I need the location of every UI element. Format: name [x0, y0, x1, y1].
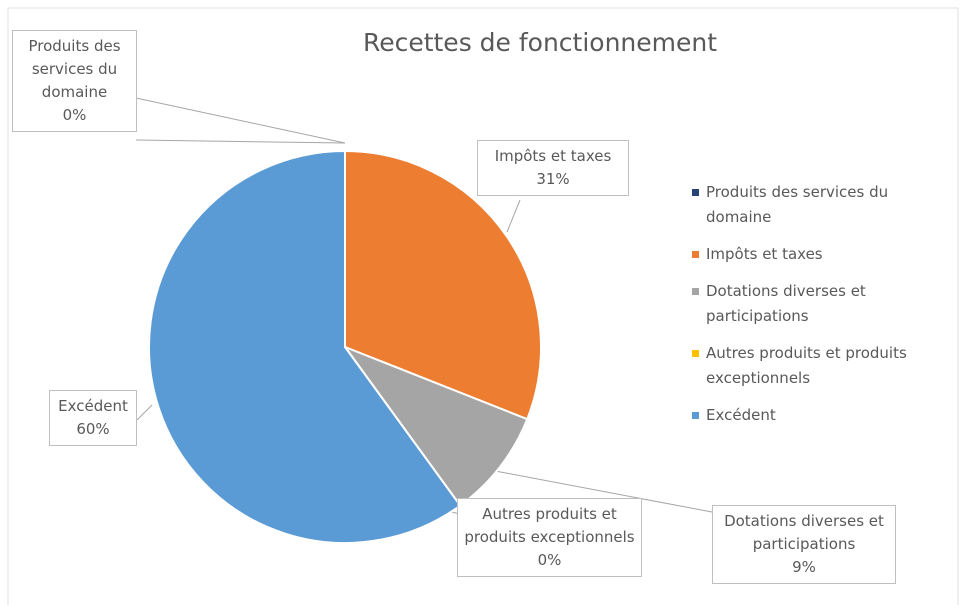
frame	[7, 7, 959, 605]
data-label-value: 0%	[62, 106, 87, 124]
legend: Produits des services du domaine Impôts e…	[690, 180, 945, 440]
pie-slice	[148, 149, 462, 544]
pie-slice	[344, 149, 542, 421]
legend-item: Dotations diverses et participations	[690, 279, 945, 329]
legend-label: Dotations diverses et participations	[706, 282, 866, 325]
data-label-value: 0%	[537, 551, 562, 569]
data-label: Autres produits et produits exceptionnel…	[457, 498, 642, 577]
data-label: Produits des services du domaine 0%	[12, 30, 137, 132]
legend-label: Excédent	[706, 406, 776, 424]
legend-swatch	[692, 288, 699, 295]
legend-swatch	[692, 350, 699, 357]
data-label-value: 31%	[536, 170, 570, 188]
data-label-name: Impôts et taxes	[494, 147, 612, 165]
data-label-name: Autres produits et produits exceptionnel…	[464, 505, 635, 546]
legend-label: Autres produits et produits exceptionnel…	[706, 344, 907, 387]
leader-line	[489, 469, 713, 513]
leader-line	[135, 139, 346, 144]
data-label: Excédent 60%	[49, 390, 137, 446]
legend-item: Produits des services du domaine	[690, 180, 945, 230]
pie	[148, 149, 542, 544]
legend-swatch	[692, 412, 699, 419]
data-label-value: 9%	[792, 558, 816, 576]
legend-item: Impôts et taxes	[690, 242, 945, 267]
legend-label: Produits des services du domaine	[706, 183, 889, 226]
data-label-name: Dotations diverses et participations	[724, 512, 884, 553]
leader-line	[135, 97, 346, 144]
legend-swatch	[692, 251, 699, 258]
legend-item: Excédent	[690, 403, 945, 428]
legend-item: Autres produits et produits exceptionnel…	[690, 341, 945, 391]
data-label-name: Excédent	[58, 397, 128, 415]
chart-title: Recettes de fonctionnement	[362, 28, 718, 57]
legend-label: Impôts et taxes	[706, 245, 823, 263]
leader-line	[506, 199, 521, 233]
legend-swatch	[692, 189, 699, 196]
data-label-name: Produits des services du domaine	[28, 37, 121, 101]
leader-line	[136, 404, 153, 421]
data-label: Dotations diverses et participations 9%	[712, 505, 896, 584]
data-label-value: 60%	[76, 420, 110, 438]
data-label: Impôts et taxes 31%	[477, 140, 629, 196]
